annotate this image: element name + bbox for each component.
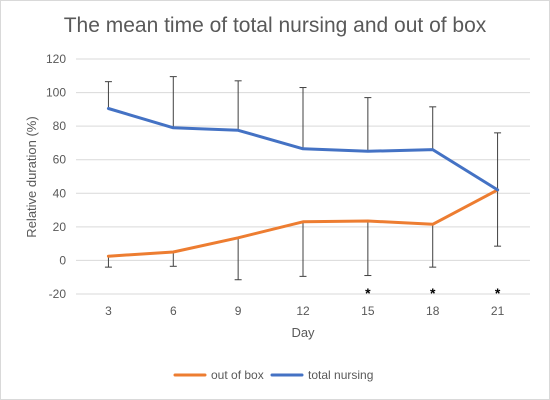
y-tick-label: 40 [53, 186, 67, 200]
chart-title: The mean time of total nursing and out o… [63, 14, 487, 37]
significance-star: * [365, 285, 371, 301]
x-tick-label: 3 [105, 304, 112, 318]
x-tick-label: 18 [426, 304, 440, 318]
x-tick-label: 9 [235, 304, 242, 318]
x-tick-label: 12 [296, 304, 310, 318]
x-tick-label: 15 [361, 304, 375, 318]
y-axis-label: Relative duration (%) [24, 116, 39, 237]
series-line-total-nursing [106, 107, 500, 192]
y-tick-label: 60 [53, 153, 67, 167]
significance-star: * [430, 285, 436, 301]
y-tick-label: 0 [59, 253, 66, 267]
x-tick-label: 6 [170, 304, 177, 318]
y-tick-label: -20 [49, 287, 67, 301]
x-tick-labels: 3 6 9 12 15 18 21 [105, 304, 504, 318]
legend-label: total nursing [308, 368, 373, 382]
legend-label: out of box [211, 368, 264, 382]
y-tick-labels: -20 0 20 40 60 80 100 120 [46, 52, 66, 301]
y-tick-label: 80 [53, 119, 67, 133]
y-tick-label: 120 [46, 52, 66, 66]
series-lines [106, 107, 500, 258]
error-bars [104, 76, 502, 281]
significance-markers: * * * [365, 285, 501, 301]
significance-star: * [495, 285, 501, 301]
legend: out of box total nursing [173, 368, 373, 382]
series-line-out-of-box [106, 188, 500, 258]
x-tick-label: 21 [491, 304, 505, 318]
y-tick-label: 20 [53, 220, 67, 234]
y-tick-label: 100 [46, 86, 66, 100]
x-axis-label: Day [291, 325, 315, 340]
